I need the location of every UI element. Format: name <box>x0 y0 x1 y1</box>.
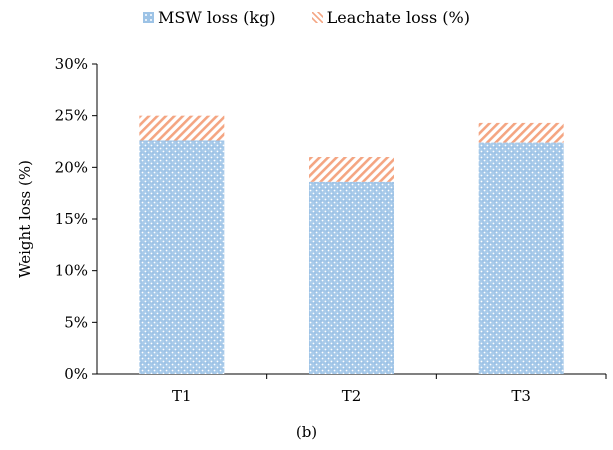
y-tick-label: 25% <box>55 107 88 125</box>
chart-legend: MSW loss (kg) Leachate loss (%) <box>0 8 613 27</box>
bar-t1-series-0 <box>139 140 225 374</box>
y-tick-label: 30% <box>55 55 88 73</box>
y-tick-label: 0% <box>64 365 88 383</box>
x-tick-label-t1: T1 <box>172 387 192 405</box>
figure-caption: (b) <box>295 423 318 441</box>
bar-chart: 0% 5% 10% 15% 20% 25% 30% Weight loss (%) T1 T2 T3 <box>16 55 607 405</box>
bar-t2-series-1 <box>309 157 394 182</box>
bar-t3-series-1 <box>478 122 564 143</box>
tick-labels: 0% 5% 10% 15% 20% 25% 30% Weight loss (%) T1 T2 T3 <box>16 55 531 405</box>
legend-label-leachate: Leachate loss (%) <box>326 8 470 27</box>
x-tick-label-t2: T2 <box>342 387 362 405</box>
legend-swatch-leachate <box>311 12 323 23</box>
legend-item-msw: MSW loss (kg) <box>143 8 276 27</box>
bar-t1-series-1 <box>139 115 225 141</box>
legend-item-leachate: Leachate loss (%) <box>311 8 470 27</box>
y-tick-label: 20% <box>55 158 88 176</box>
legend-label-msw: MSW loss (kg) <box>158 8 276 27</box>
y-tick-label: 5% <box>64 313 88 331</box>
y-axis-title: Weight loss (%) <box>16 160 34 278</box>
bar-t2-series-0 <box>309 181 394 374</box>
legend-swatch-msw <box>143 12 155 23</box>
bar-t3-series-0 <box>478 142 564 374</box>
y-tick-label: 15% <box>55 210 88 228</box>
y-tick-label: 10% <box>55 262 88 280</box>
bars <box>139 115 564 374</box>
x-tick-label-t3: T3 <box>511 387 531 405</box>
